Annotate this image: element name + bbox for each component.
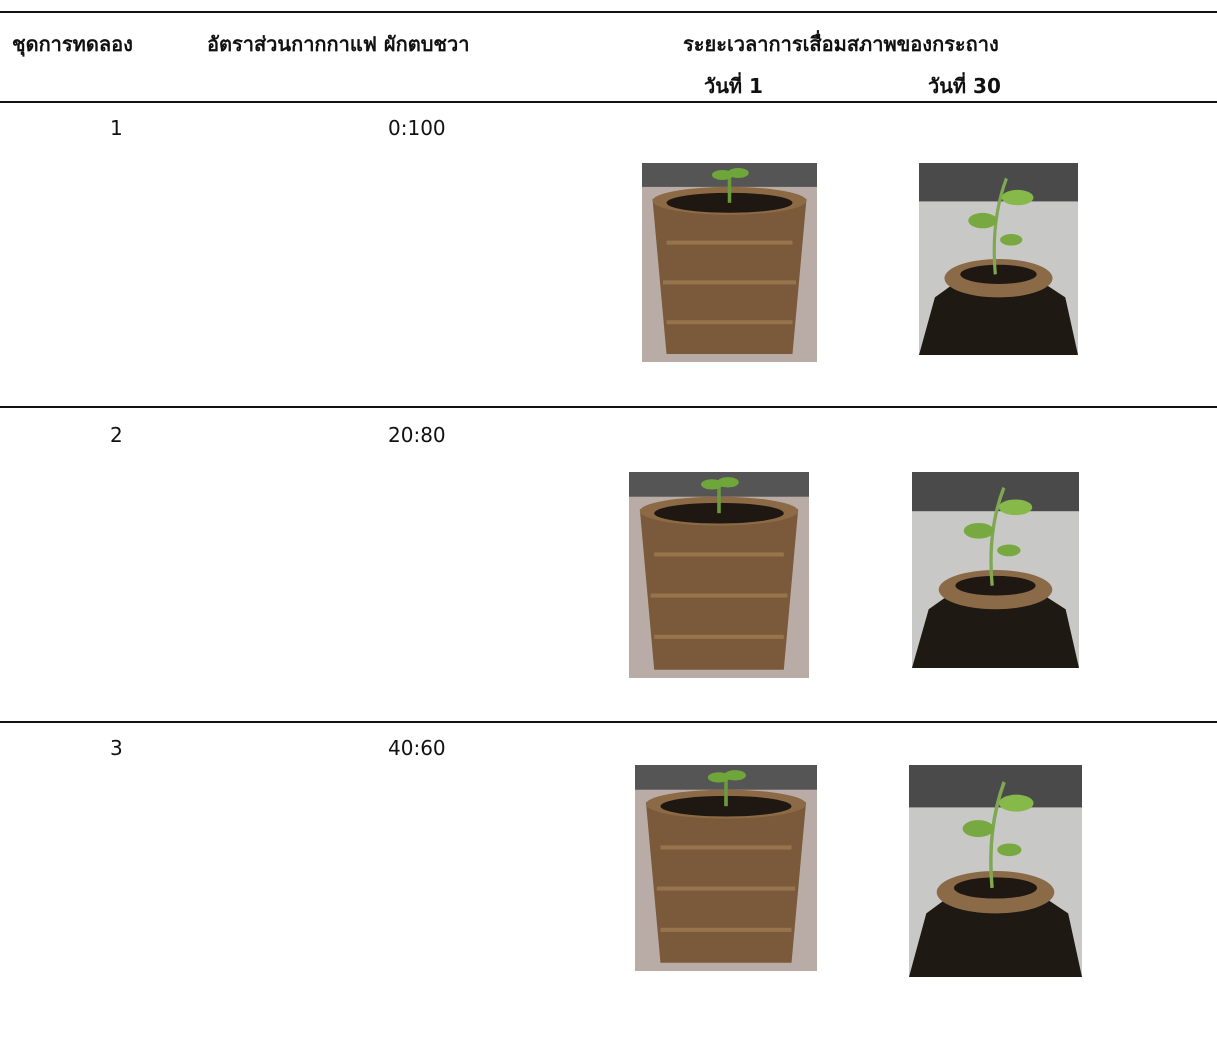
top-rule <box>0 11 1217 13</box>
photo-day1 <box>642 163 817 362</box>
set-cell: 3 <box>110 736 123 760</box>
ratio-cell: 0:100 <box>388 116 446 140</box>
header-day1: วันที่ 1 <box>704 74 763 98</box>
header-rule <box>0 101 1217 103</box>
photo-day30 <box>912 472 1079 668</box>
row-rule <box>0 721 1217 723</box>
header-period: ระยะเวลาการเสื่อมสภาพของกระถาง <box>683 32 999 56</box>
photo-day30 <box>909 765 1082 977</box>
photo-day30 <box>919 163 1078 355</box>
header-set: ชุดการทดลอง <box>12 32 133 56</box>
photo-day1 <box>629 472 809 678</box>
ratio-cell: 40:60 <box>388 736 446 760</box>
photo-day1 <box>635 765 817 971</box>
header-day30: วันที่ 30 <box>928 74 1001 98</box>
header-ratio: อัตราส่วนกากกาแฟ ผักตบชวา <box>207 32 470 56</box>
row-rule <box>0 406 1217 408</box>
set-cell: 1 <box>110 116 123 140</box>
ratio-cell: 20:80 <box>388 423 446 447</box>
set-cell: 2 <box>110 423 123 447</box>
